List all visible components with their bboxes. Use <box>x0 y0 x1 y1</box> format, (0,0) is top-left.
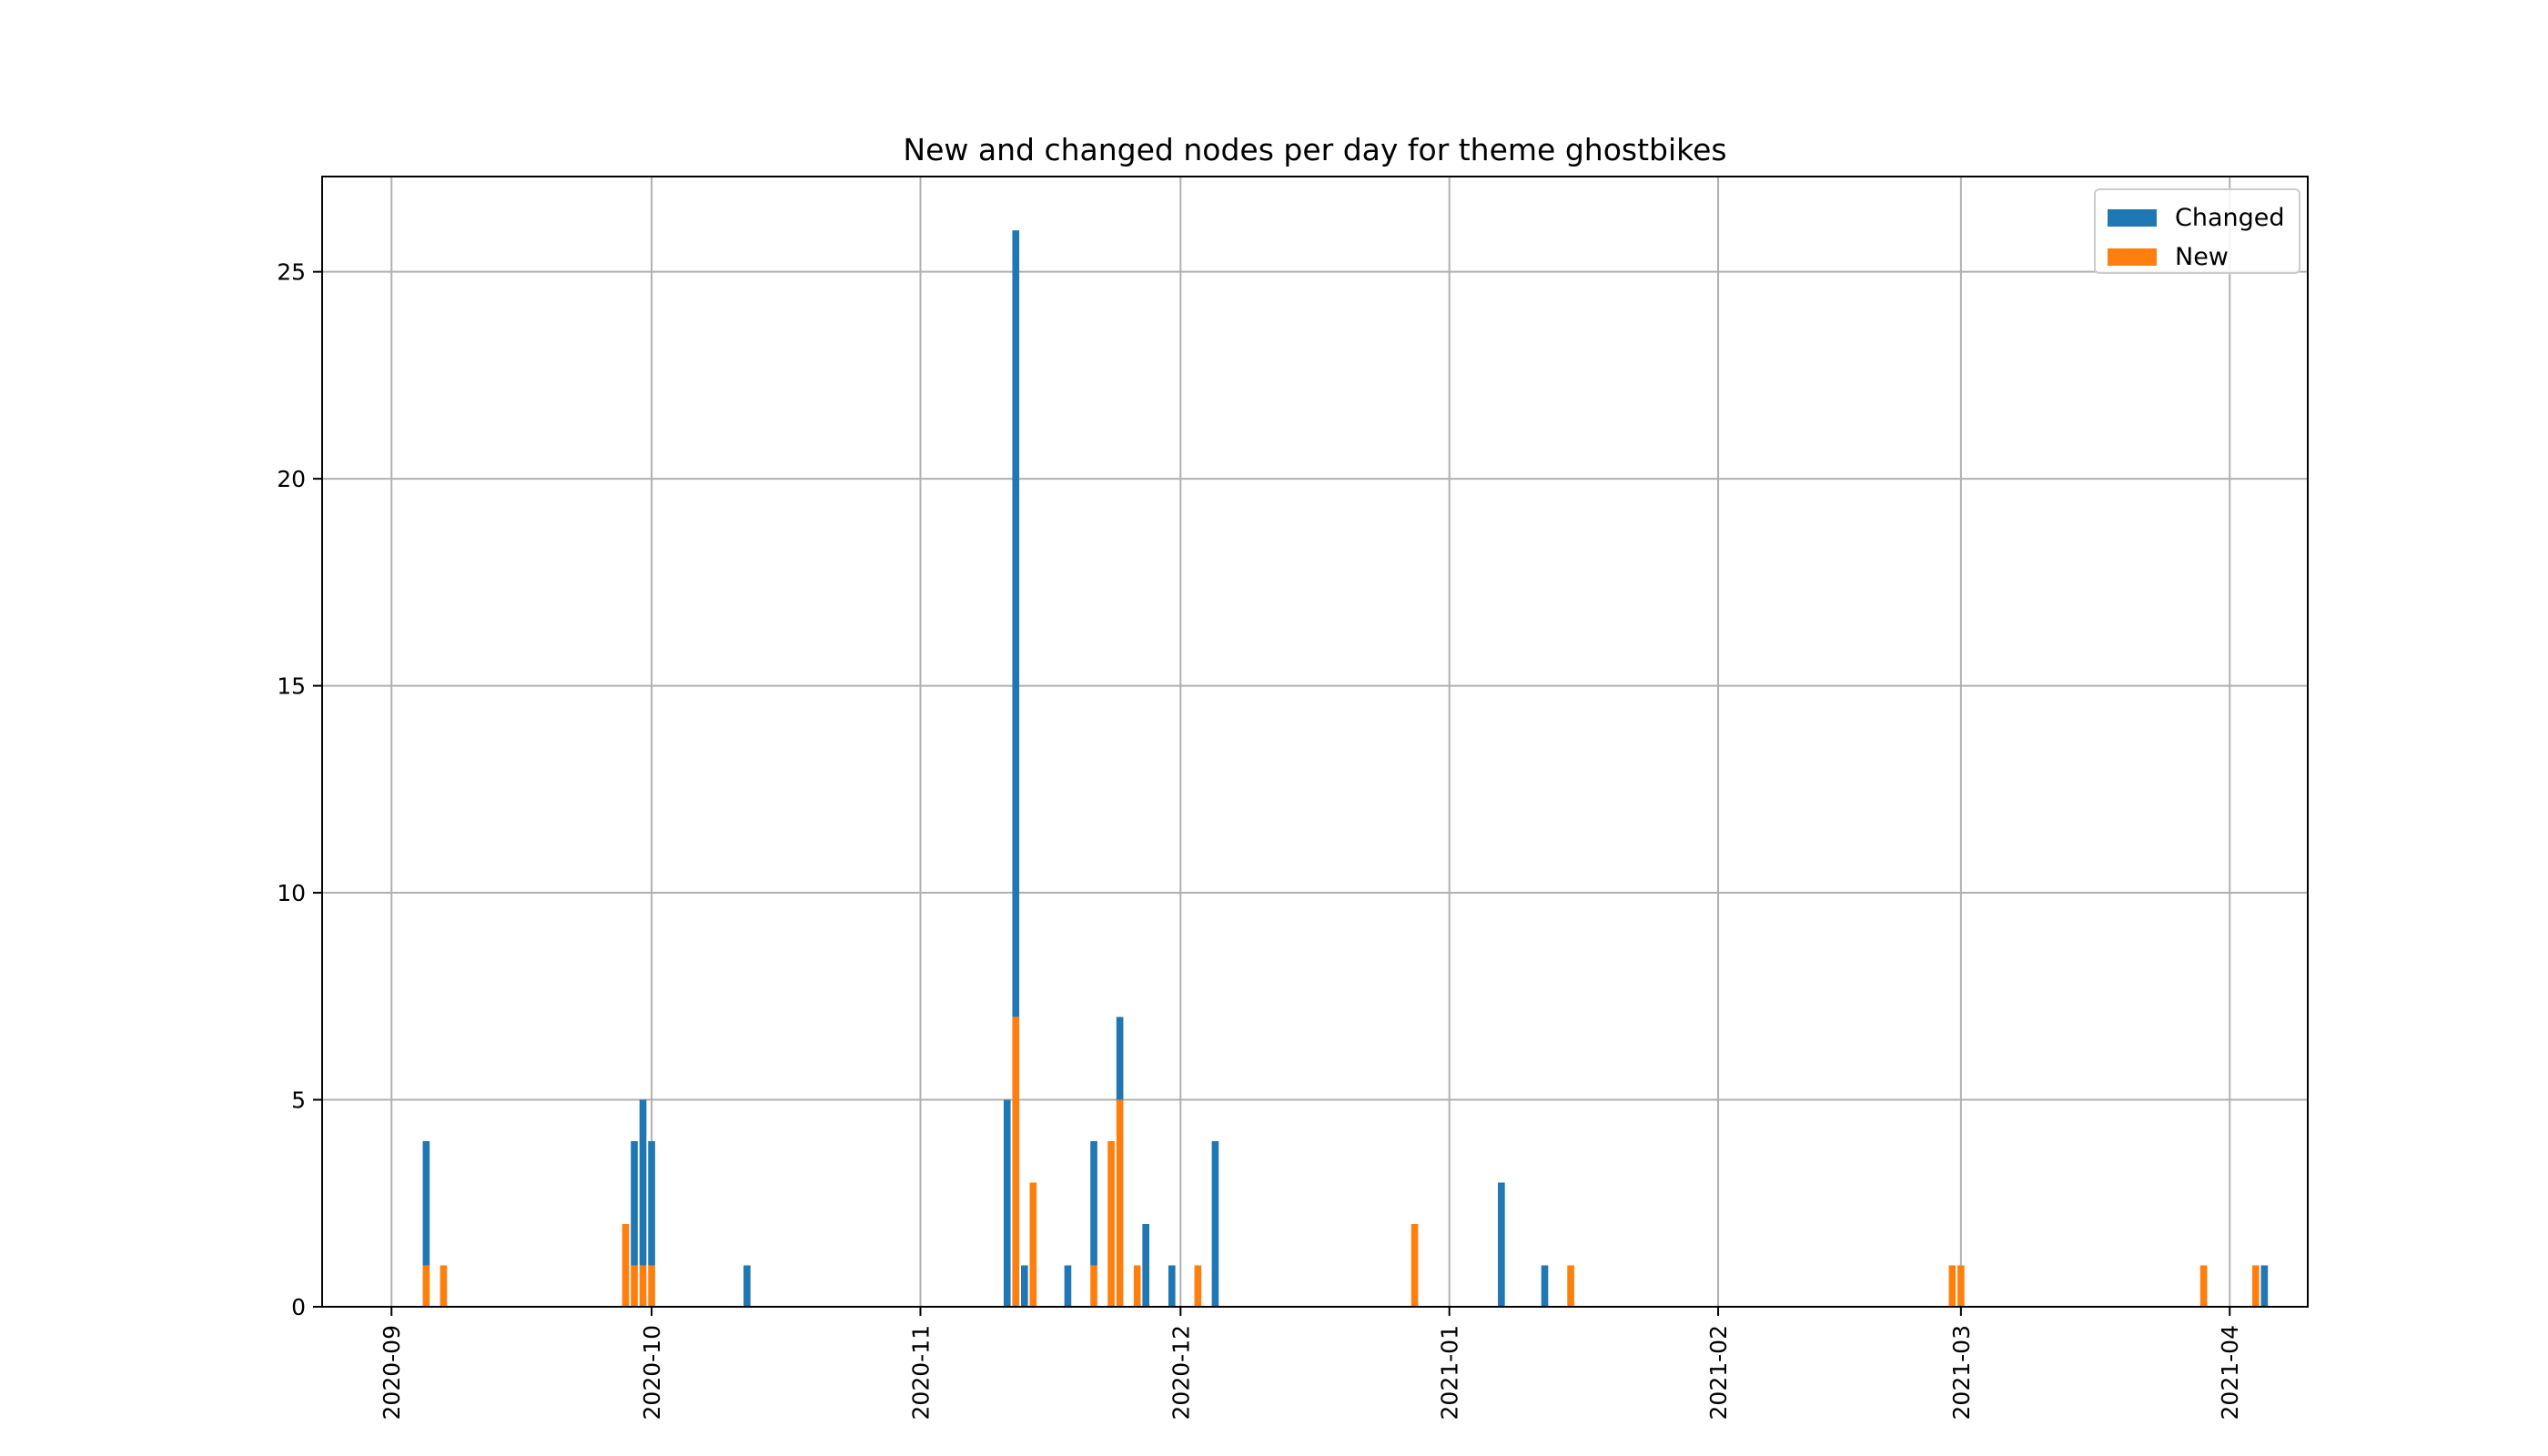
legend-label: New <box>2175 243 2229 271</box>
bar-changed <box>631 1141 638 1266</box>
bar-new <box>1410 1224 1419 1307</box>
bar-changed <box>639 1099 647 1266</box>
gridlines <box>322 177 2308 1308</box>
bar-new <box>631 1265 638 1307</box>
bar-changed <box>1498 1182 1505 1307</box>
x-tick-label: 2021-03 <box>1948 1325 1975 1420</box>
bar-new <box>639 1265 647 1307</box>
bar-changed <box>648 1141 655 1266</box>
bar-new <box>1012 1016 1020 1307</box>
bar-changed <box>2260 1265 2269 1307</box>
bar-changed <box>1020 1265 1028 1307</box>
x-tick-label: 2020-11 <box>907 1325 934 1420</box>
bar-changed <box>1003 1099 1011 1307</box>
plot-frame <box>321 176 2309 1308</box>
bar-new <box>1133 1265 1141 1307</box>
bar-new <box>1107 1141 1115 1307</box>
bar-changed <box>1090 1141 1097 1266</box>
bar-changed <box>1012 230 1020 1017</box>
bar-changed <box>1541 1265 1549 1307</box>
bar-changed <box>1142 1224 1150 1307</box>
x-tick-label: 2020-10 <box>639 1325 665 1420</box>
bar-new <box>2199 1265 2208 1307</box>
bar-new <box>1116 1099 1124 1307</box>
bar-changed <box>1168 1265 1176 1307</box>
bars <box>422 230 2269 1307</box>
x-tick-label: 2021-01 <box>1437 1325 1463 1420</box>
y-tick-label: 20 <box>277 466 306 492</box>
y-tick-label: 0 <box>291 1294 306 1320</box>
y-tick-label: 25 <box>277 259 306 286</box>
x-tick-label: 2020-12 <box>1168 1325 1194 1420</box>
bar-new <box>440 1265 448 1307</box>
bar-changed <box>1064 1265 1072 1307</box>
bar-new <box>2252 1265 2260 1307</box>
bar-new <box>422 1265 430 1307</box>
bar-new <box>648 1265 655 1307</box>
bar-new <box>1948 1265 1956 1307</box>
bar-changed <box>422 1141 430 1266</box>
legend-swatch <box>2108 209 2157 227</box>
bar-new <box>1090 1265 1097 1307</box>
x-tick-label: 2021-04 <box>2217 1325 2243 1420</box>
bar-changed <box>1116 1016 1124 1100</box>
bar-changed <box>1211 1141 1219 1307</box>
bar-new <box>1029 1182 1037 1307</box>
y-tick-label: 10 <box>277 880 306 906</box>
bar-new <box>622 1224 630 1307</box>
bar-new <box>1194 1265 1202 1307</box>
chart-title: New and changed nodes per day for theme … <box>903 132 1726 167</box>
x-tick-label: 2021-02 <box>1705 1325 1732 1420</box>
x-axis: 2020-09 2020-10 2020-11 2020-12 2021-01 2021-… <box>379 1307 2243 1420</box>
y-tick-label: 5 <box>291 1087 306 1114</box>
bar-changed <box>743 1265 751 1307</box>
legend-label: Changed <box>2175 204 2285 232</box>
legend: Changed New <box>2094 188 2300 274</box>
bar-new <box>1567 1265 1574 1307</box>
y-tick-label: 15 <box>277 673 306 700</box>
x-tick-label: 2020-09 <box>379 1325 405 1420</box>
legend-swatch <box>2108 248 2157 266</box>
bar-new <box>1957 1265 1965 1307</box>
y-axis: 0 5 10 15 20 25 <box>277 259 322 1320</box>
